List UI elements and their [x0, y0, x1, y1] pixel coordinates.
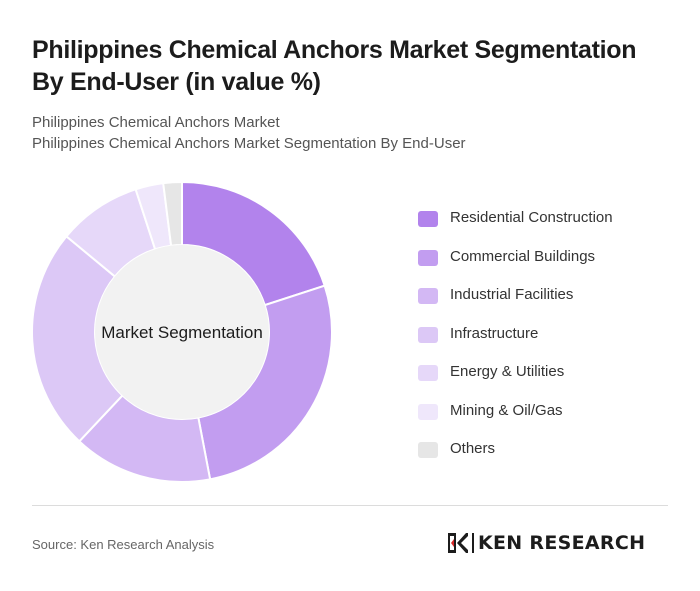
legend-swatch: [418, 442, 438, 458]
legend-label: Industrial Facilities: [450, 286, 574, 303]
logo-wordmark: KEN RESEARCH: [478, 532, 646, 554]
legend-swatch: [418, 288, 438, 304]
ken-research-logo: KEN RESEARCH: [447, 532, 645, 554]
ken-research-logo-icon: [448, 533, 468, 553]
legend-label: Others: [450, 440, 496, 457]
legend-item-energy-utilities: Energy & Utilities: [418, 362, 613, 401]
legend-swatch: [418, 249, 438, 266]
legend-item-others: Others: [418, 439, 613, 478]
legend-item-infrastructure: Infrastructure: [418, 324, 613, 363]
legend-swatch: [418, 326, 438, 343]
donut-hole: [95, 245, 269, 419]
chart-legend: Residential Construction Commercial Build…: [418, 208, 613, 478]
legend-label: Energy & Utilities: [450, 363, 565, 380]
legend-swatch: [418, 403, 438, 420]
legend-item-mining-oil-gas: Mining & Oil/Gas: [418, 401, 613, 440]
legend-swatch: [418, 211, 438, 227]
legend-label: Infrastructure: [450, 324, 539, 342]
legend-label: Commercial Buildings: [450, 247, 596, 265]
chart-subtitle: Philippines Chemical Anchors Market: [32, 114, 280, 131]
donut-center-label: Market Segmentation: [101, 323, 263, 342]
legend-item-commercial-buildings: Commercial Buildings: [418, 247, 613, 286]
legend-label: Residential Construction: [450, 209, 613, 226]
footer-divider: [32, 505, 668, 506]
source-note: Source: Ken Research Analysis: [32, 537, 215, 552]
legend-item-industrial-facilities: Industrial Facilities: [418, 285, 613, 324]
chart-title: Philippines Chemical Anchors Market Segm…: [32, 36, 637, 96]
legend-label: Mining & Oil/Gas: [450, 401, 563, 419]
logo-separator: [472, 533, 474, 553]
donut-chart: Market Segmentation: [31, 180, 333, 483]
chart-subtitle-secondary: Philippines Chemical Anchors Market Segm…: [32, 135, 466, 152]
legend-swatch: [418, 365, 438, 381]
legend-item-residential-construction: Residential Construction: [418, 208, 613, 247]
